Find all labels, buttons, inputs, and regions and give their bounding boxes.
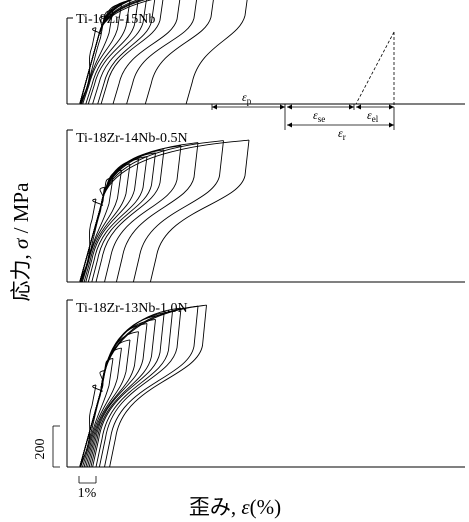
panel-2-curves	[79, 139, 250, 283]
eps-p-label: εp	[242, 90, 252, 106]
panel-3-cycle-13-unload	[109, 305, 207, 468]
stress-scale-label: 200	[33, 439, 48, 460]
panel-2-cycle-12-unload	[132, 140, 224, 283]
panel-3-cycle-6-unload	[87, 331, 139, 468]
panel-3-label: Ti-18Zr-13Nb-1.0N	[76, 301, 188, 316]
panel-3-cycle-2-unload	[80, 370, 105, 468]
panel-1-cycle-1-unload	[79, 27, 97, 105]
panel-3-cycle-13-load	[79, 304, 207, 468]
panel-3-cycle-7-unload	[88, 323, 148, 468]
panel-1-cycle-10-unload	[112, 0, 181, 105]
eps-se-label: εse	[313, 108, 325, 124]
panel-2-cycle-10-unload	[104, 145, 182, 283]
panel-2-cycle-4-unload	[81, 170, 122, 283]
panel-2-axes	[66, 129, 465, 283]
panel-3-cycle-12-unload	[104, 306, 199, 468]
panel-3-cycle-9-unload	[92, 314, 165, 468]
panel-1-cycle-4-unload	[82, 3, 122, 105]
strain-decomposition-annotation: εp εse εel εr	[211, 31, 395, 142]
panel-3-curves	[79, 304, 207, 468]
panel-3-cycle-3-unload	[81, 358, 114, 468]
panel-1-cycle-13-unload	[185, 0, 248, 105]
panel-1-cycle-13-load	[79, 0, 153, 105]
panel-3-cycle-5-unload	[85, 339, 131, 468]
panel-2-cycle-3-unload	[81, 177, 114, 283]
panel-3-cycle-8-unload	[90, 319, 156, 468]
panel-2-cycle-13-unload	[149, 140, 250, 283]
panel-1-cycle-5-unload	[85, 0, 131, 105]
panel-2-cycle-7-unload	[87, 156, 148, 283]
panel-1-cycle-12-unload	[144, 0, 214, 105]
panel-2-cycle-11-unload	[115, 142, 199, 283]
strain-scale-label: 1%	[78, 486, 97, 501]
panel-1-cycle-11-unload	[126, 0, 197, 105]
panel-2-cycle-8-unload	[91, 152, 156, 283]
panel-1-cycle-6-unload	[87, 0, 139, 105]
panel-3-cycle-4-unload	[83, 348, 122, 468]
panel-2-cycle-10-load	[79, 145, 182, 283]
panel-1-curves	[79, 0, 248, 105]
panel-2-cycle-5-unload	[83, 164, 131, 283]
eps-el-label: εel	[367, 108, 379, 124]
panel-1-cycle-3-unload	[81, 9, 114, 105]
panel-1-cycle-8-unload	[97, 0, 156, 105]
panel-3-axes	[66, 299, 465, 468]
panel-2-cycle-9-unload	[95, 149, 165, 283]
stress-scale-bar: 200	[33, 425, 60, 468]
panel-2-cycle-13-load	[79, 139, 250, 283]
panel-2-cycle-6-unload	[85, 158, 139, 283]
y-axis-label: 応力, σ / MPa	[9, 182, 33, 302]
x-axis-label: 歪み, ε(%)	[189, 495, 281, 519]
panel-3-cycle-11-unload	[98, 308, 182, 468]
strain-scale-bar: 1%	[78, 476, 97, 501]
panel-2-label: Ti-18Zr-14Nb-0.5N	[76, 131, 188, 146]
panel-1-cycle-7-unload	[92, 0, 147, 105]
eps-r-label: εr	[338, 126, 346, 142]
panel-1-axes	[66, 17, 465, 105]
panel-1-cycle-9-unload	[100, 0, 164, 105]
panel-3-cycle-10-unload	[95, 311, 173, 468]
